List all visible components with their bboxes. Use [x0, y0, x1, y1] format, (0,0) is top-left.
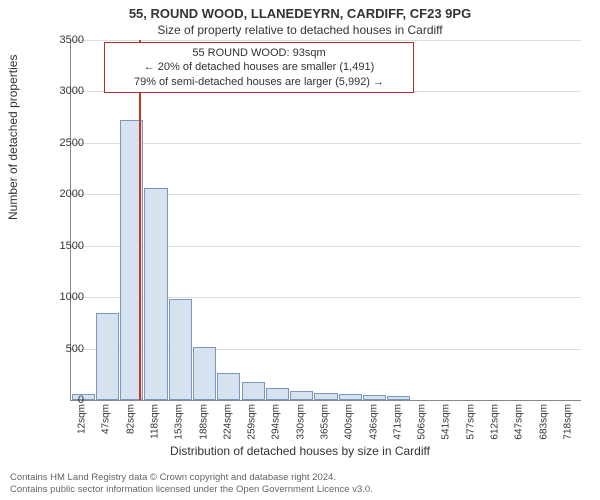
chart-area	[70, 40, 580, 400]
x-tick-label: 294sqm	[271, 404, 282, 440]
x-tick-label: 436sqm	[368, 404, 379, 440]
histogram-bar	[339, 394, 362, 400]
gridline	[71, 40, 581, 41]
x-tick-label: 259sqm	[247, 404, 258, 440]
histogram-bar	[144, 188, 167, 400]
footer: Contains HM Land Registry data © Crown c…	[10, 472, 373, 496]
y-tick-label: 1500	[44, 240, 84, 252]
y-tick-label: 2000	[44, 188, 84, 200]
x-tick-label: 718sqm	[562, 404, 573, 440]
page: 55, ROUND WOOD, LLANEDEYRN, CARDIFF, CF2…	[0, 0, 600, 500]
gridline	[71, 143, 581, 144]
x-tick-label: 612sqm	[490, 404, 501, 440]
x-tick-label: 188sqm	[198, 404, 209, 440]
y-axis-label: Number of detached properties	[6, 55, 20, 220]
annotation-line-1: 55 ROUND WOOD: 93sqm	[111, 46, 407, 60]
x-tick-label: 47sqm	[101, 404, 112, 434]
x-tick-label: 577sqm	[465, 404, 476, 440]
y-tick-label: 1000	[44, 291, 84, 303]
histogram-bar	[363, 395, 386, 400]
footer-line-1: Contains HM Land Registry data © Crown c…	[10, 472, 373, 484]
annotation-line-3: 79% of semi-detached houses are larger (…	[111, 75, 407, 89]
x-tick-label: 224sqm	[222, 404, 233, 440]
histogram-bar	[266, 388, 289, 400]
x-tick-label: 12sqm	[77, 404, 88, 434]
annotation-line-2: ← 20% of detached houses are smaller (1,…	[111, 60, 407, 74]
x-tick-label: 365sqm	[320, 404, 331, 440]
y-tick-label: 3500	[44, 34, 84, 46]
x-tick-label: 471sqm	[392, 404, 403, 440]
property-size-marker	[139, 40, 141, 400]
main-title: 55, ROUND WOOD, LLANEDEYRN, CARDIFF, CF2…	[0, 0, 600, 21]
x-tick-label: 400sqm	[344, 404, 355, 440]
x-tick-label: 330sqm	[295, 404, 306, 440]
x-tick-label: 541sqm	[441, 404, 452, 440]
x-tick-label: 506sqm	[417, 404, 428, 440]
histogram-bar	[242, 382, 265, 401]
x-tick-label: 82sqm	[125, 404, 136, 434]
footer-line-2: Contains public sector information licen…	[10, 484, 373, 496]
plot	[70, 40, 581, 401]
histogram-bar	[290, 391, 313, 400]
x-axis-label: Distribution of detached houses by size …	[0, 444, 600, 458]
annotation-box: 55 ROUND WOOD: 93sqm ← 20% of detached h…	[104, 42, 414, 93]
histogram-bar	[169, 299, 192, 400]
histogram-bar	[193, 347, 216, 400]
histogram-bar	[96, 313, 119, 400]
histogram-bar	[314, 393, 337, 400]
x-tick-label: 647sqm	[514, 404, 525, 440]
y-tick-label: 2500	[44, 137, 84, 149]
y-tick-label: 500	[44, 343, 84, 355]
x-tick-label: 683sqm	[538, 404, 549, 440]
x-tick-label: 118sqm	[150, 404, 161, 439]
y-tick-label: 3000	[44, 85, 84, 97]
histogram-bar	[387, 396, 410, 400]
x-tick-label: 153sqm	[174, 404, 185, 440]
histogram-bar	[217, 373, 240, 400]
subtitle: Size of property relative to detached ho…	[0, 21, 600, 37]
